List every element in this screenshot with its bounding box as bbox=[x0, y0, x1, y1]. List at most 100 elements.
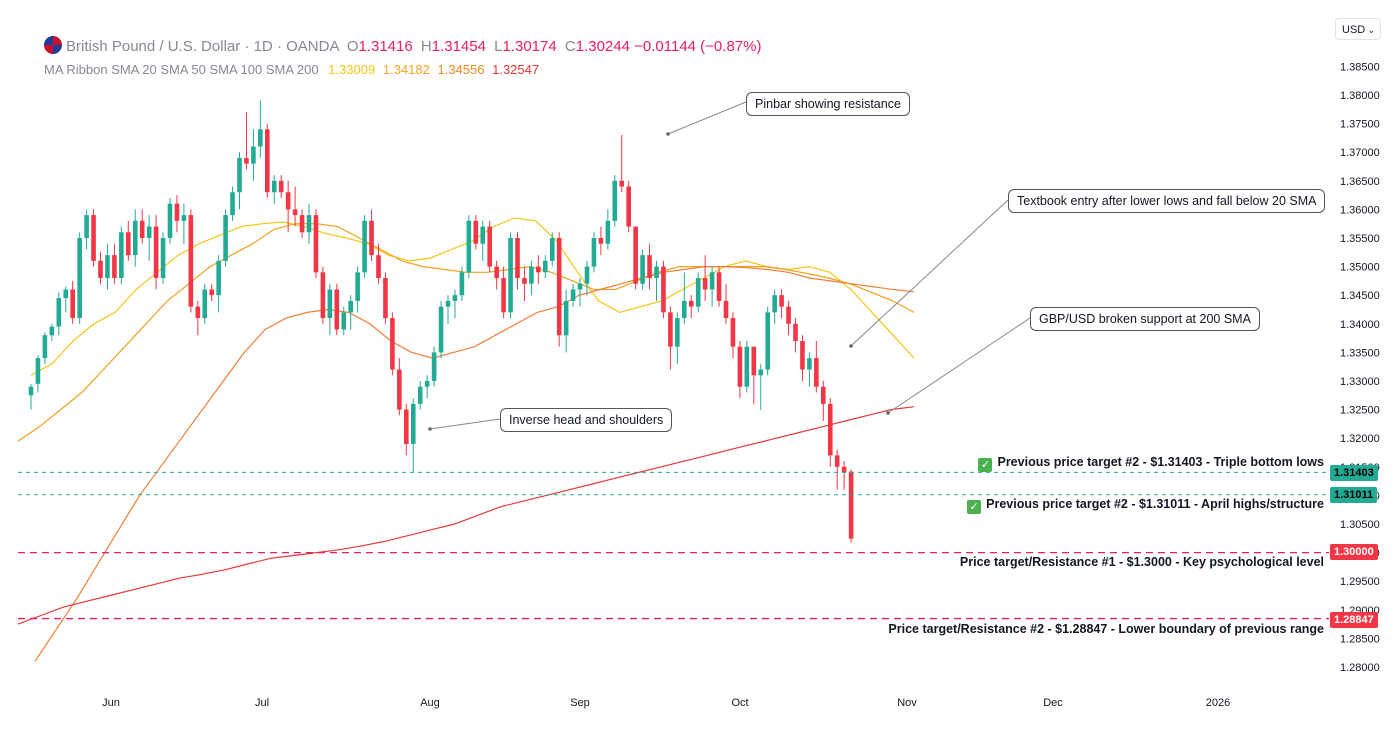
candle-body bbox=[334, 289, 340, 330]
broken-support-annotation[interactable]: GBP/USD broken support at 200 SMA bbox=[1030, 307, 1260, 331]
candle-body bbox=[195, 306, 201, 319]
symbol-title[interactable]: British Pound / U.S. Dollar bbox=[66, 38, 241, 55]
sma200-line bbox=[17, 406, 915, 625]
candle-body bbox=[737, 346, 743, 387]
candle-body bbox=[591, 238, 597, 267]
candle-body bbox=[758, 369, 764, 376]
low-label: L bbox=[494, 38, 503, 55]
interval-label[interactable]: 1D bbox=[253, 38, 273, 55]
candle-body bbox=[237, 157, 242, 193]
candle-body bbox=[355, 272, 360, 301]
candle-body bbox=[56, 298, 62, 327]
annotation-anchor bbox=[666, 132, 670, 136]
x-tick-label: Jun bbox=[102, 697, 120, 709]
y-tick-label: 1.34500 bbox=[1340, 290, 1380, 302]
candle-body bbox=[723, 300, 729, 319]
low-value: 1.30174 bbox=[502, 38, 557, 55]
candle-body bbox=[84, 215, 89, 238]
open-label: O bbox=[346, 38, 359, 55]
currency-selector[interactable]: USD ⌄ bbox=[1335, 18, 1381, 40]
candle-body bbox=[390, 318, 395, 370]
candle-body bbox=[146, 226, 152, 238]
open-value: 1.31416 bbox=[358, 38, 413, 55]
sma50-line bbox=[17, 223, 915, 442]
x-tick-label: Oct bbox=[731, 697, 748, 709]
candle-body bbox=[688, 300, 694, 307]
candle-body bbox=[376, 255, 381, 279]
annotation-leader bbox=[429, 418, 501, 430]
candle-body bbox=[424, 381, 430, 387]
candle-body bbox=[626, 186, 631, 227]
textbook-entry-annotation[interactable]: Textbook entry after lower lows and fall… bbox=[1008, 189, 1326, 213]
separator: · bbox=[244, 38, 250, 55]
candle-body bbox=[786, 306, 791, 324]
x-tick-label: Jul bbox=[255, 697, 269, 709]
candle-body bbox=[105, 255, 110, 279]
candle-body bbox=[772, 295, 777, 313]
candle-body bbox=[132, 220, 138, 256]
candle-body bbox=[598, 238, 604, 244]
candle-body bbox=[397, 369, 402, 410]
candle-body bbox=[827, 403, 833, 456]
candle-body bbox=[251, 146, 256, 164]
candle-body bbox=[285, 192, 291, 210]
candle-body bbox=[556, 238, 562, 336]
close-value: 1.30244 bbox=[575, 38, 630, 55]
candle-body bbox=[327, 289, 333, 319]
candle-body bbox=[654, 266, 659, 279]
candle-body bbox=[487, 226, 492, 267]
price-badge-131403: 1.31403 bbox=[1330, 465, 1378, 481]
candle-body bbox=[640, 255, 645, 284]
y-tick-label: 1.32500 bbox=[1340, 405, 1380, 417]
candle-body bbox=[668, 312, 673, 347]
price-badge-128847: 1.28847 bbox=[1330, 612, 1378, 628]
candle-body bbox=[661, 266, 666, 313]
sma20-value: 1.33009 bbox=[328, 62, 376, 77]
candle-body bbox=[362, 220, 367, 273]
annotation-anchor bbox=[428, 427, 432, 431]
level-label-4[interactable]: Price target/Resistance #2 - $1.28847 - … bbox=[888, 622, 1324, 636]
candle-body bbox=[153, 226, 159, 279]
candle-body bbox=[848, 471, 854, 539]
currency-value: USD bbox=[1342, 24, 1366, 36]
candle-body bbox=[244, 157, 249, 164]
candle-body bbox=[160, 238, 166, 279]
uk-us-flag-icon bbox=[44, 36, 62, 54]
level-text-2: Previous price target #2 - $1.31011 - Ap… bbox=[986, 497, 1324, 511]
inverse-head-shoulders-annotation[interactable]: Inverse head and shoulders bbox=[500, 408, 673, 432]
candle-body bbox=[230, 192, 235, 216]
high-value: 1.31454 bbox=[431, 38, 486, 55]
level-text-1: Previous price target #2 - $1.31403 - Tr… bbox=[997, 455, 1324, 469]
y-tick-label: 1.37500 bbox=[1340, 119, 1380, 131]
candle-body bbox=[167, 203, 173, 238]
candle-body bbox=[682, 300, 687, 319]
y-tick-label: 1.28500 bbox=[1340, 633, 1380, 645]
checkbox-checked-icon: ✓ bbox=[978, 458, 993, 472]
candle-body bbox=[570, 289, 576, 301]
annotation-anchor bbox=[886, 411, 890, 415]
level-label-1[interactable]: ✓ Previous price target #2 - $1.31403 - T… bbox=[978, 455, 1324, 472]
y-tick-label: 1.36000 bbox=[1340, 204, 1380, 216]
y-tick-label: 1.32000 bbox=[1340, 433, 1380, 445]
indicator-legend[interactable]: MA Ribbon SMA 20 SMA 50 SMA 100 SMA 200 … bbox=[44, 62, 539, 77]
candle-body bbox=[320, 272, 326, 319]
candle-body bbox=[466, 220, 472, 273]
level-label-3[interactable]: Price target/Resistance #1 - $1.3000 - K… bbox=[959, 555, 1324, 569]
candle-body bbox=[536, 266, 541, 273]
candle-body bbox=[139, 220, 145, 238]
candle-body bbox=[404, 409, 409, 444]
candle-body bbox=[563, 300, 569, 336]
y-tick-label: 1.38500 bbox=[1340, 61, 1380, 73]
candle-body bbox=[522, 278, 527, 284]
candle-body bbox=[508, 238, 513, 313]
level-label-2[interactable]: ✓ Previous price target #2 - $1.31011 - A… bbox=[967, 497, 1324, 514]
candle-body bbox=[119, 232, 124, 279]
close-label: C bbox=[564, 38, 576, 55]
candle-body bbox=[278, 180, 284, 193]
pinbar-annotation[interactable]: Pinbar showing resistance bbox=[746, 92, 910, 116]
sma50-value: 1.34182 bbox=[382, 62, 430, 77]
candle-body bbox=[529, 266, 534, 284]
y-tick-label: 1.28000 bbox=[1340, 662, 1380, 674]
y-tick-label: 1.30500 bbox=[1340, 519, 1380, 531]
